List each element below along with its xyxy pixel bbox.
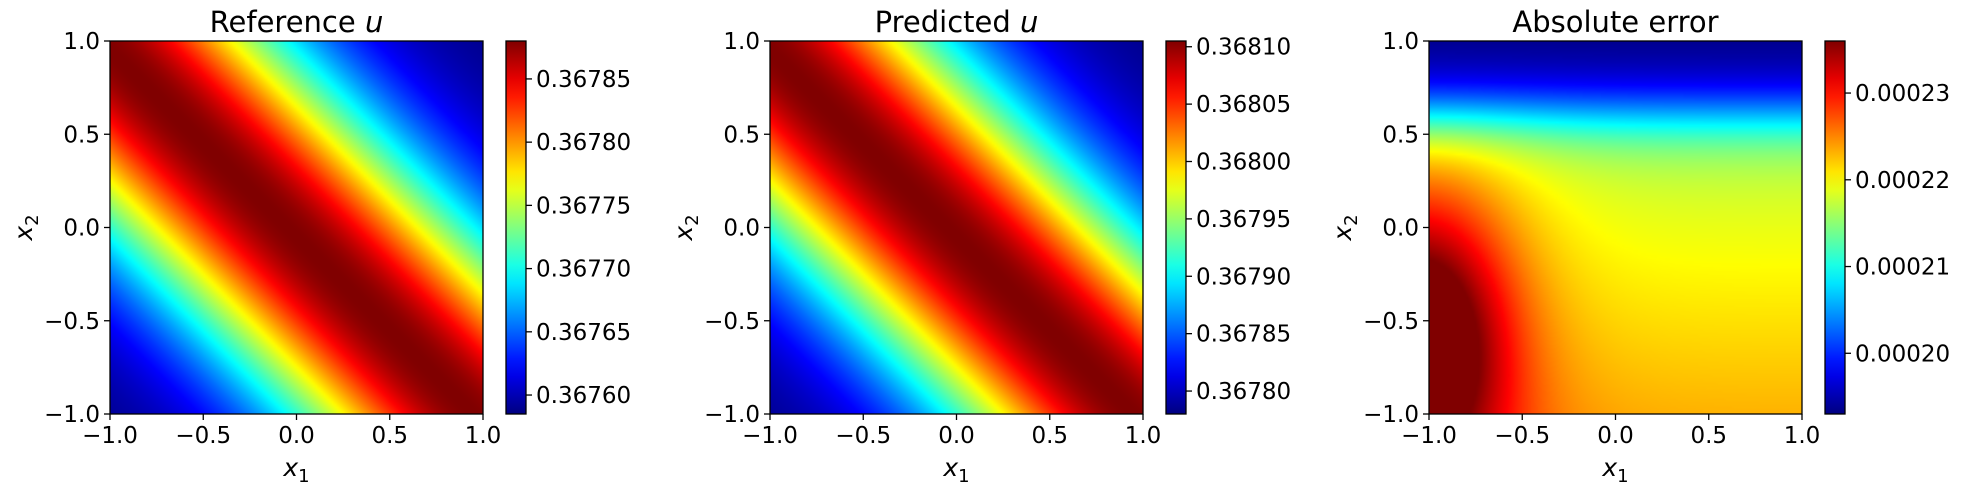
y-tick-label: 1.0: [63, 29, 100, 55]
x-tick-label: 0.5: [1031, 423, 1068, 449]
chart-title-variable: u: [365, 5, 383, 39]
x-axis-label: x1: [1601, 453, 1628, 486]
chart-panel-1: Reference u −1.0 −0.5 0.0 0.5 1.0 −1.0 −0.5 0.0 0…: [9, 5, 631, 486]
x-tick-label: 1.0: [465, 423, 502, 449]
chart-title-text: Predicted: [875, 5, 1020, 39]
colorbar-tick-label: 0.00020: [1855, 341, 1950, 367]
colorbar-tick-label: 0.36780: [1196, 379, 1291, 405]
y-tick-label: 0.0: [63, 216, 100, 242]
colorbar-tick-label: 0.36805: [1196, 92, 1291, 118]
x-tick-label: −0.5: [175, 423, 231, 449]
x-axis-label: x1: [282, 453, 309, 486]
y-axis-label: x2: [1328, 214, 1362, 241]
colorbar-tick-label: 0.36760: [536, 383, 631, 409]
y-tick-label: 0.5: [723, 122, 760, 148]
y-tick-label: 1.0: [723, 29, 760, 55]
colorbar-frame: [1165, 40, 1187, 415]
colorbar: [1166, 41, 1186, 414]
chart-title-text: Absolute error: [1512, 5, 1718, 39]
colorbar: [506, 41, 526, 414]
heatmap-image: [110, 41, 483, 414]
x-tick-label: −0.5: [1494, 423, 1550, 449]
x-tick-label: −0.5: [835, 423, 891, 449]
y-axis-label: x2: [9, 214, 43, 241]
x-tick-label: −1.0: [82, 423, 138, 449]
colorbar-tick-label: 0.36785: [1196, 322, 1291, 348]
x-tick-label: 1.0: [1784, 423, 1821, 449]
chart-title: Absolute error: [1512, 5, 1718, 39]
colorbar-frame: [505, 40, 527, 415]
y-tick-label: −0.5: [704, 309, 760, 335]
colorbar-tick-label: 0.00023: [1855, 81, 1950, 107]
x-tick-label: 0.5: [1690, 423, 1727, 449]
chart-title: Predicted u: [875, 5, 1039, 39]
colorbar-tick-label: 0.36800: [1196, 150, 1291, 176]
x-axis-label: x1: [942, 453, 969, 486]
colorbar-tick-label: 0.36790: [1196, 264, 1291, 290]
heatmap-image: [770, 41, 1143, 414]
colorbar-tick-label: 0.00022: [1855, 168, 1950, 194]
heatmap-image: [1429, 41, 1802, 414]
colorbar-tick-label: 0.36795: [1196, 207, 1291, 233]
y-tick-label: −0.5: [1363, 309, 1419, 335]
y-tick-label: −0.5: [44, 309, 100, 335]
colorbar: [1825, 41, 1845, 414]
colorbar-tick-label: 0.36775: [536, 193, 631, 219]
y-tick-label: −1.0: [704, 402, 760, 428]
chart-title: Reference u: [210, 5, 384, 39]
x-tick-label: 0.0: [1597, 423, 1634, 449]
x-tick-label: 0.0: [278, 423, 315, 449]
x-tick-label: 0.5: [371, 423, 408, 449]
y-tick-label: 0.5: [63, 122, 100, 148]
y-tick-label: 1.0: [1382, 29, 1419, 55]
x-tick-label: −1.0: [1401, 423, 1457, 449]
x-tick-label: −1.0: [742, 423, 798, 449]
x-tick-label: 1.0: [1125, 423, 1162, 449]
y-tick-label: −1.0: [1363, 402, 1419, 428]
chart-panel-3: Absolute error −1.0 −0.5 0.0 0.5 1.0 −1.0 −0.5 0…: [1328, 5, 1950, 486]
y-tick-label: 0.0: [1382, 216, 1419, 242]
x-tick-label: 0.0: [938, 423, 975, 449]
y-tick-label: 0.0: [723, 216, 760, 242]
y-tick-label: −1.0: [44, 402, 100, 428]
colorbar-tick-label: 0.36770: [536, 257, 631, 283]
chart-title-variable: u: [1020, 5, 1038, 39]
y-axis-label: x2: [669, 214, 703, 241]
colorbar-tick-label: 0.36810: [1196, 35, 1291, 61]
colorbar-tick-label: 0.36785: [536, 67, 631, 93]
colorbar-tick-label: 0.36780: [536, 130, 631, 156]
y-tick-label: 0.5: [1382, 122, 1419, 148]
chart-panel-2: Predicted u −1.0 −0.5 0.0 0.5 1.0 −1.0 −0.5 0.0 0…: [669, 5, 1291, 486]
colorbar-tick-label: 0.36765: [536, 320, 631, 346]
colorbar-frame: [1824, 40, 1846, 415]
colorbar-tick-label: 0.00021: [1855, 255, 1950, 281]
chart-title-text: Reference: [210, 5, 365, 39]
